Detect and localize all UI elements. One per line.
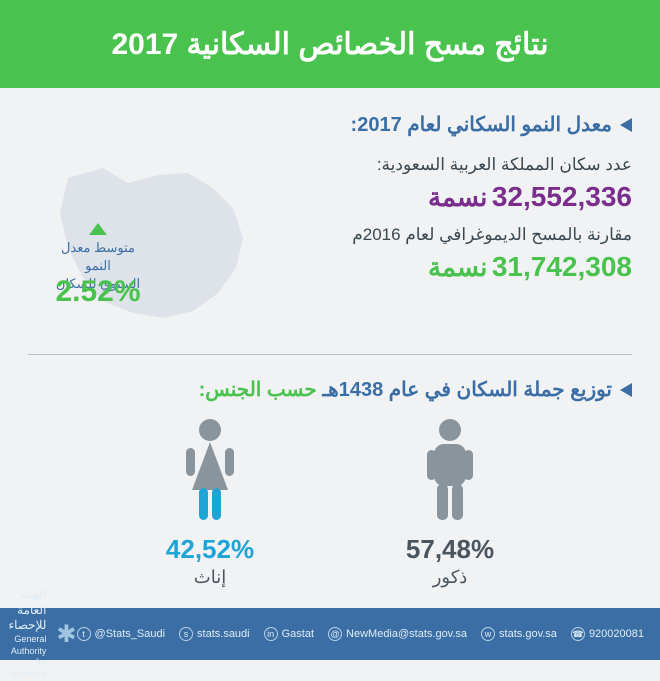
section2-title-a: توزيع جملة السكان في عام 1438هـ [322,379,612,401]
growth-percent: 2.52% [38,275,158,309]
snap-link[interactable]: sstats.saudi [179,627,250,641]
gender-row: 57,48% ذكور 42,52% إناث [28,418,632,588]
male-col: 57,48% ذكور [385,418,515,588]
org-ar: الهيئة العامة للإحصاء [8,587,46,634]
section1-title: معدل النمو السكاني لعام 2017: [28,112,632,137]
social-links: t@Stats_Saudi sstats.saudi inGastat @New… [77,627,644,641]
section-divider [28,354,632,355]
up-arrow-icon [89,223,107,235]
pop-2017-row: 32,552,336 نسمة [268,181,632,213]
linkedin-icon: in [264,627,278,641]
web-link[interactable]: wstats.gov.sa [481,627,557,641]
map-side: متوسط معدل النمو السنوي للسكان 2.52% [28,153,258,328]
header-bar: نتائج مسح الخصائص السكانية 2017 [0,0,660,88]
pop-2017-value: 32,552,336 [492,181,632,213]
pop-label: عدد سكان المملكة العربية السعودية: [268,155,632,175]
header-title: نتائج مسح الخصائص السكانية 2017 [111,27,548,62]
footer-bar: t@Stats_Saudi sstats.saudi inGastat @New… [0,608,660,660]
twitter-link[interactable]: t@Stats_Saudi [77,627,166,641]
pop-2017-unit: نسمة [428,182,487,212]
section2-title-b: حسب الجنس: [199,379,317,401]
female-icon [180,418,240,523]
web-icon: w [481,627,495,641]
email-link[interactable]: @NewMedia@stats.gov.sa [328,627,467,641]
linkedin-link[interactable]: inGastat [264,627,314,641]
phone-icon: ☎ [571,627,585,641]
org-logo-icon: ✱ [56,620,76,649]
org-block: الهيئة العامة للإحصاء General Authority … [8,587,76,681]
pop-2016-value: 31,742,308 [492,251,632,283]
org-en: General Authority for Statistics [8,634,46,681]
content-area: معدل النمو السكاني لعام 2017: عدد سكان ا… [0,88,660,608]
phone-link[interactable]: ☎920020081 [571,627,644,641]
snap-icon: s [179,627,193,641]
pop-2016-row: 31,742,308 نسمة [268,251,632,283]
female-pct: 42,52% [145,534,275,565]
female-col: 42,52% إناث [145,418,275,588]
pop-2016-unit: نسمة [428,252,487,282]
section2-title: توزيع جملة السكان في عام 1438هـ حسب الجن… [28,377,632,402]
male-pct: 57,48% [385,534,515,565]
twitter-icon: t [77,627,91,641]
population-stats: عدد سكان المملكة العربية السعودية: 32,55… [268,153,632,328]
section1-title-text: معدل النمو السكاني لعام 2017: [351,112,612,137]
male-icon [420,418,480,523]
email-icon: @ [328,627,342,641]
growth-area: عدد سكان المملكة العربية السعودية: 32,55… [28,153,632,328]
compare-label: مقارنة بالمسح الديموغرافي لعام 2016م [268,225,632,245]
male-label: ذكور [385,567,515,588]
female-label: إناث [145,567,275,588]
